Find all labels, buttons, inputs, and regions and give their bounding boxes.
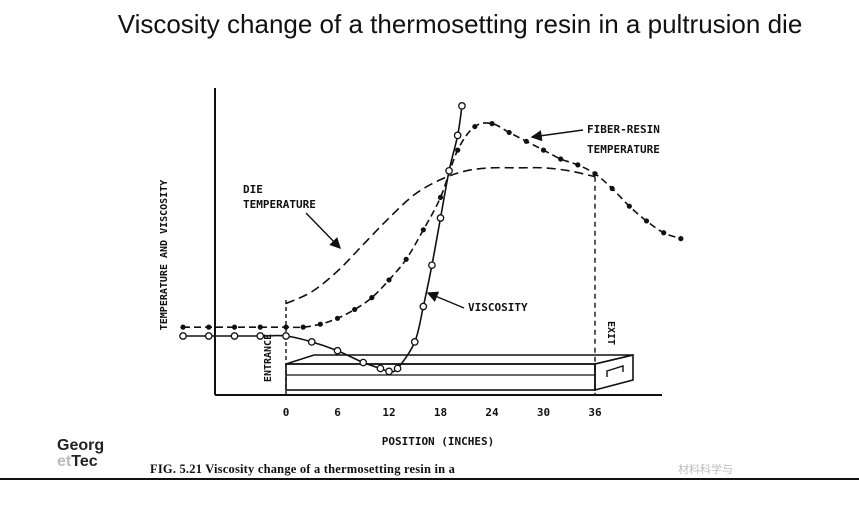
x-axis-label: POSITION (INCHES) [382,435,495,448]
x-tick-label: 30 [537,406,550,419]
series-layer [179,102,684,376]
viscosity-point [204,332,213,340]
viscosity-point [453,131,462,140]
watermark: 材料科学与 [678,463,733,476]
viscosity-point [307,338,316,346]
fiber-resin-point [592,171,598,177]
viscosity-point [359,358,368,367]
y-axis-label: TEMPERATURE AND VISCOSITY [159,180,170,331]
arrow-fiber-resin [530,129,584,142]
x-tick-label: 18 [434,406,447,419]
viscosity-point [385,367,393,376]
axes [214,88,662,396]
die-front [285,363,596,391]
viscosity-point [230,332,239,340]
fiber-resin-point [455,147,461,153]
viscosity-point [436,214,445,222]
annotation-exit: EXIT [605,321,616,345]
die-side [594,353,634,392]
x-tick-label: 6 [334,406,341,419]
viscosity-point [445,166,453,175]
x-tick-label: 24 [485,406,499,419]
fiber-resin-point [300,324,306,330]
fiber-resin-point [283,324,289,330]
fiber-resin-point [403,256,409,262]
x-tick-label: 36 [588,406,602,419]
fiber-resin-point [661,230,667,236]
fiber-resin-point [506,129,512,136]
fiber-resin-point [386,277,392,283]
fiber-resin-point [626,203,632,209]
fiber-resin-point [558,156,564,162]
die-box [285,176,634,395]
logo-line1: Georg [57,437,105,454]
viscosity-point [410,338,419,346]
fiber-resin-point [334,315,341,321]
annotation-viscosity: VISCOSITY [468,301,528,314]
fiber-resin-point [540,147,547,153]
annotation-die-temperature-1: DIE [243,183,263,196]
annotation-die-temperature-2: TEMPERATURE [243,198,316,211]
fiber-resin-point [643,218,650,224]
viscosity-point [333,346,342,355]
viscosity-point [179,332,187,340]
x-tick-label: 12 [382,406,395,419]
fiber-resin-point [257,324,263,330]
die-top [285,354,634,365]
bottom-rule [0,478,859,480]
figure-caption: FIG. 5.21 Viscosity change of a thermose… [150,462,456,476]
fiber-resin-point [523,138,529,144]
fiber-resin-point [180,324,186,330]
logo-line2: etTec [57,453,98,470]
viscosity-point [256,332,265,340]
die-handle [606,365,624,377]
viscosity-point [393,364,402,373]
viscosity-point [419,302,428,311]
series-line-viscosity [183,105,463,373]
fiber-resin-point [678,236,684,242]
fiber-resin-point [317,321,323,327]
fiber-resin-point [231,324,238,330]
fiber-resin-point [609,185,615,192]
viscosity-point [428,261,436,270]
annotation-fiber-resin-1: FIBER-RESIN [587,123,660,136]
fiber-resin-point [575,162,581,168]
x-tick-label: 0 [283,406,290,419]
arrow-viscosity [426,291,465,309]
arrow-die-temperature [305,212,341,250]
viscosity-point [458,102,466,110]
fiber-resin-point [369,295,375,301]
viscosity-point [376,364,385,373]
fiber-resin-point [489,121,495,127]
viscosity-point [282,332,290,340]
slide-title: Viscosity change of a thermosetting resi… [117,9,803,39]
series-line-die-temperature [285,166,596,305]
fiber-resin-point [472,123,478,130]
annotation-fiber-resin-2: TEMPERATURE [587,143,660,156]
fiber-resin-point [420,227,426,233]
annotation-entrance: ENTRANCE [263,334,274,382]
institution-logo: Georg etTec [57,438,137,470]
fiber-resin-point [437,194,444,200]
x-tick-labels: 0 6 12 18 24 30 36 [283,406,602,419]
fiber-resin-point [352,306,358,313]
fiber-resin-point [206,324,212,330]
